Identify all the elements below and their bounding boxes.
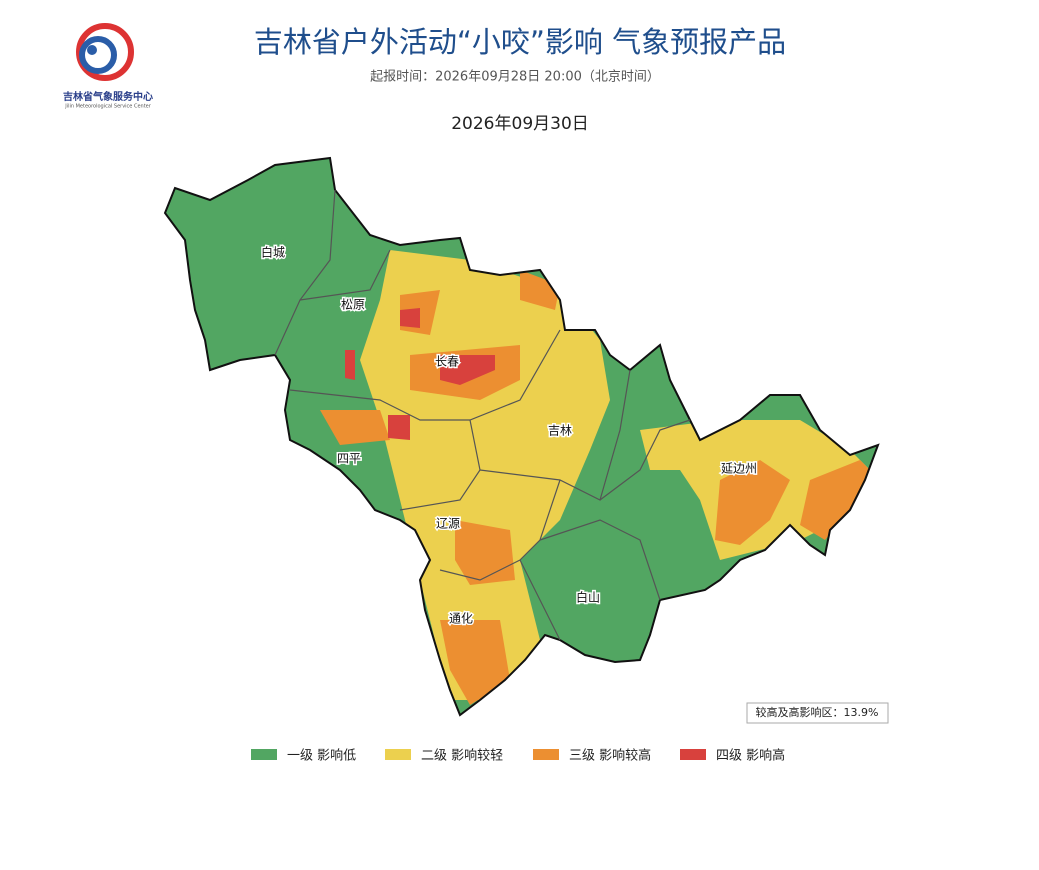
- city-label: 通化: [449, 612, 473, 626]
- legend-label: 一级 影响低: [287, 748, 356, 764]
- region-level-4: [400, 308, 420, 328]
- logo-name: 吉林省气象服务中心: [63, 90, 153, 103]
- city-label: 松原: [341, 298, 365, 312]
- region-level-4: [440, 355, 495, 385]
- city-label: 吉林: [548, 424, 572, 438]
- issued-time: 起报时间：2026年09月28日 20:00（北京时间）: [370, 70, 660, 85]
- city-label: 白山: [576, 590, 600, 605]
- city-label: 长春: [435, 355, 459, 369]
- boundaries: [164, 157, 879, 716]
- region-level-3: [715, 460, 790, 545]
- region-level-4: [388, 415, 410, 440]
- legend: 一级 影响低 二级 影响较轻 三级 影响较高 四级 影响高: [251, 748, 785, 764]
- logo: 吉林省气象服务中心 Jilin Meteorological Service C…: [63, 23, 153, 110]
- city-label: 延边州: [721, 462, 757, 476]
- legend-swatch: [680, 749, 706, 760]
- legend-swatch: [251, 749, 277, 760]
- stat-box: [746, 702, 889, 724]
- forecast-date: 2026年09月30日: [451, 114, 589, 134]
- region-level-3: [440, 620, 510, 705]
- region-level-3: [320, 410, 390, 445]
- legend-swatch: [533, 749, 559, 760]
- city-label: 白城: [261, 245, 285, 260]
- title: 吉林省户外活动“小咬”影响 气象预报产品: [254, 25, 786, 59]
- region-level-4: [345, 350, 355, 380]
- legend-label: 四级 影响高: [716, 748, 785, 764]
- region-level-3: [520, 270, 560, 310]
- legend-swatch: [385, 749, 411, 760]
- logo-subname: Jilin Meteorological Service Center: [64, 104, 152, 110]
- city-label: 四平: [337, 452, 361, 466]
- legend-label: 二级 影响较轻: [421, 748, 503, 764]
- stat-text: 较高及高影响区：13.9%: [756, 705, 879, 719]
- region-level-3: [455, 520, 515, 585]
- legend-label: 三级 影响较高: [569, 748, 651, 764]
- map-fill: [165, 158, 878, 715]
- city-label: 辽源: [436, 517, 460, 531]
- region-level-3: [800, 460, 870, 540]
